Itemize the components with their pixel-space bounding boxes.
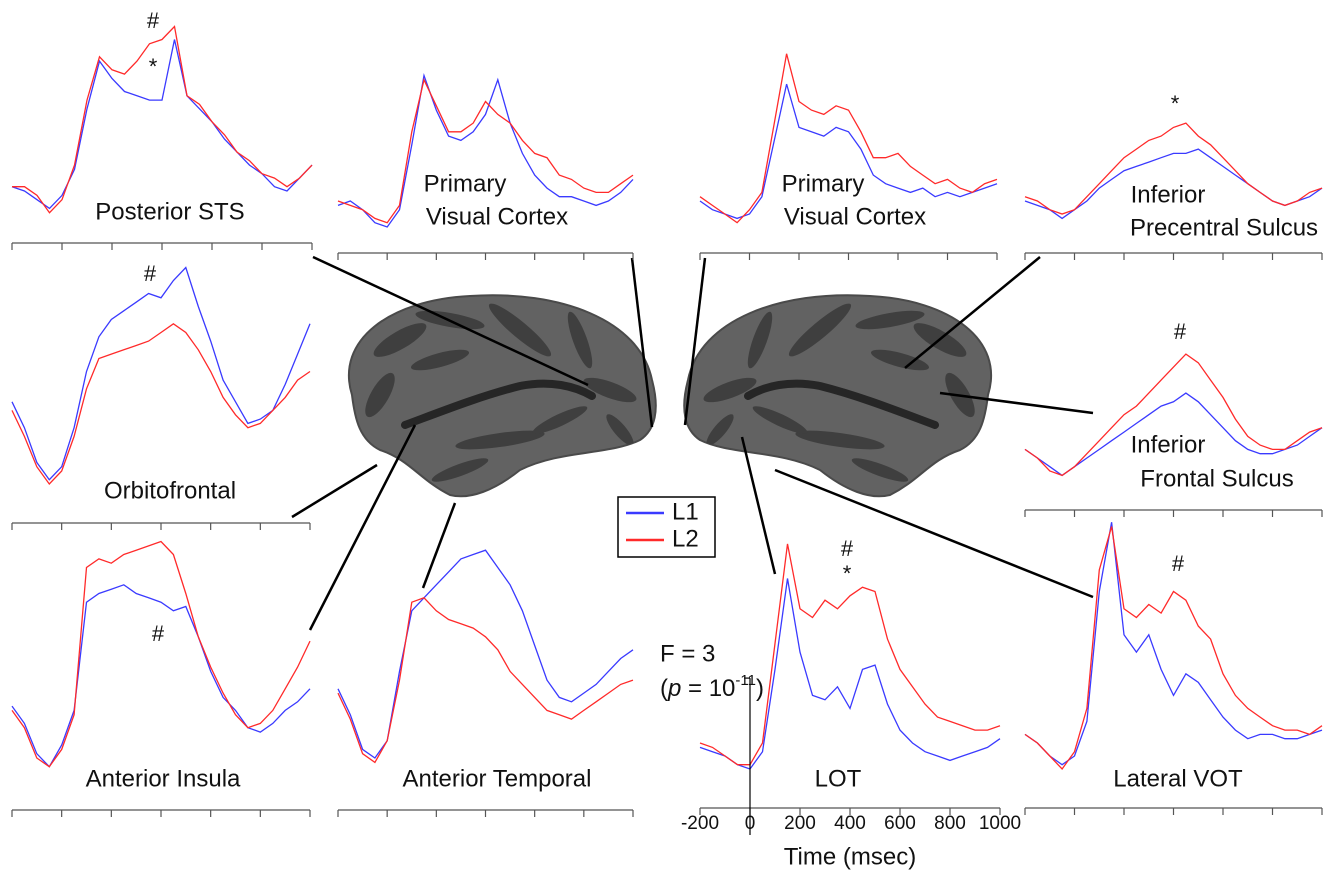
significance-mark: # (1174, 319, 1187, 344)
p-label-part: -11 (735, 672, 756, 689)
legend-label: L2 (672, 525, 699, 552)
panel-title: Primary (424, 170, 507, 197)
significance-mark: # (152, 621, 165, 646)
panel-title: Visual Cortex (784, 203, 926, 230)
leader-line (904, 256, 1041, 369)
scale-label: F = 3 (660, 640, 715, 667)
p-label: (p = 10-11) (660, 672, 764, 702)
series-line (1024, 526, 1323, 771)
x-tick-label: 200 (784, 813, 816, 834)
series-line (337, 77, 634, 224)
panel-title: Anterior Insula (86, 765, 241, 792)
leader-line (421, 502, 457, 589)
legend-label: L1 (672, 498, 699, 525)
p-label-part: = 10 (681, 675, 735, 702)
leader-line (683, 257, 707, 426)
series-line (12, 25, 313, 214)
panel-title: Precentral Sulcus (1130, 214, 1318, 241)
panel-title: LOT (815, 765, 862, 792)
panel-title: Orbitofrontal (104, 477, 236, 504)
series-line (1024, 353, 1323, 477)
series-line (337, 597, 634, 764)
panel-title: Primary (782, 170, 865, 197)
leader-line (740, 436, 777, 575)
panel-title: Posterior STS (95, 198, 244, 225)
panel-title: Inferior (1131, 181, 1206, 208)
series-line (11, 584, 311, 768)
x-axis-label: Time (msec) (784, 843, 916, 870)
series-line (337, 72, 634, 228)
series-line (337, 549, 634, 759)
significance-mark: * (843, 561, 852, 586)
series-line (1024, 122, 1323, 215)
leader-lines (291, 255, 1094, 631)
significance-mark: # (841, 536, 854, 561)
series-line (11, 266, 311, 481)
x-tick-label: 1000 (979, 813, 1021, 834)
x-tick-label: 600 (884, 813, 916, 834)
significance-mark: # (144, 261, 157, 286)
x-tick-label: 800 (934, 813, 966, 834)
series-line (699, 53, 998, 224)
p-label-part: p (667, 675, 681, 702)
legend-box (617, 496, 716, 558)
series-line (11, 323, 311, 486)
series-line (11, 39, 313, 210)
panel-title: Anterior Temporal (403, 765, 592, 792)
leader-line (630, 257, 654, 428)
significance-mark: * (1171, 91, 1180, 116)
series-line (11, 540, 311, 768)
significance-mark: * (149, 54, 158, 79)
x-tick-label: -200 (681, 813, 719, 834)
significance-mark: # (147, 8, 160, 33)
leader-line (291, 463, 378, 519)
panel-title: Inferior (1131, 431, 1206, 458)
leader-line (308, 424, 417, 631)
series-line (1024, 522, 1323, 766)
p-label-part: ) (756, 675, 764, 702)
right-brain (684, 295, 991, 496)
leader-line (774, 468, 1094, 599)
p-label-part: ( (660, 675, 668, 702)
significance-mark: # (1172, 551, 1185, 576)
panel-title: Visual Cortex (426, 203, 568, 230)
series-line (699, 83, 998, 220)
leader-line (939, 391, 1094, 415)
panel-title: Lateral VOT (1113, 765, 1243, 792)
panel-title: Frontal Sulcus (1140, 465, 1293, 492)
leader-line (312, 255, 589, 387)
x-tick-label: 400 (834, 813, 866, 834)
